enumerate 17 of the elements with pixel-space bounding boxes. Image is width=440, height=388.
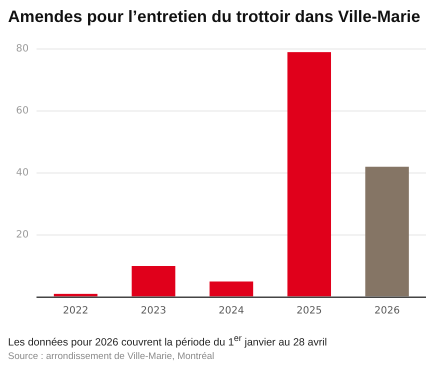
- y-tick-label: 60: [16, 106, 29, 117]
- source-note: Source : arrondissement de Ville-Marie, Montréal: [8, 350, 216, 362]
- y-tick-label: 80: [16, 44, 29, 55]
- bar: [54, 294, 98, 296]
- x-tick-label: 2026: [374, 306, 400, 317]
- chart-title: Amendes pour l’entretien du trottoir dans Ville-Marie: [8, 8, 422, 27]
- bar: [287, 52, 332, 296]
- bar: [132, 266, 176, 296]
- bar: [365, 166, 409, 296]
- bar: [210, 282, 254, 296]
- y-tick-label: 40: [16, 168, 29, 179]
- text: Les données pour 2026 couvrent la période du 1$^{er}$ janvier au 28 avril: [8, 333, 328, 348]
- x-tick-label: 2022: [62, 306, 88, 317]
- x-tick-label: 2024: [218, 306, 244, 317]
- x-tick-label: 2025: [296, 306, 322, 317]
- y-tick-label: 20: [16, 230, 29, 241]
- x-tick-label: 2023: [140, 306, 166, 317]
